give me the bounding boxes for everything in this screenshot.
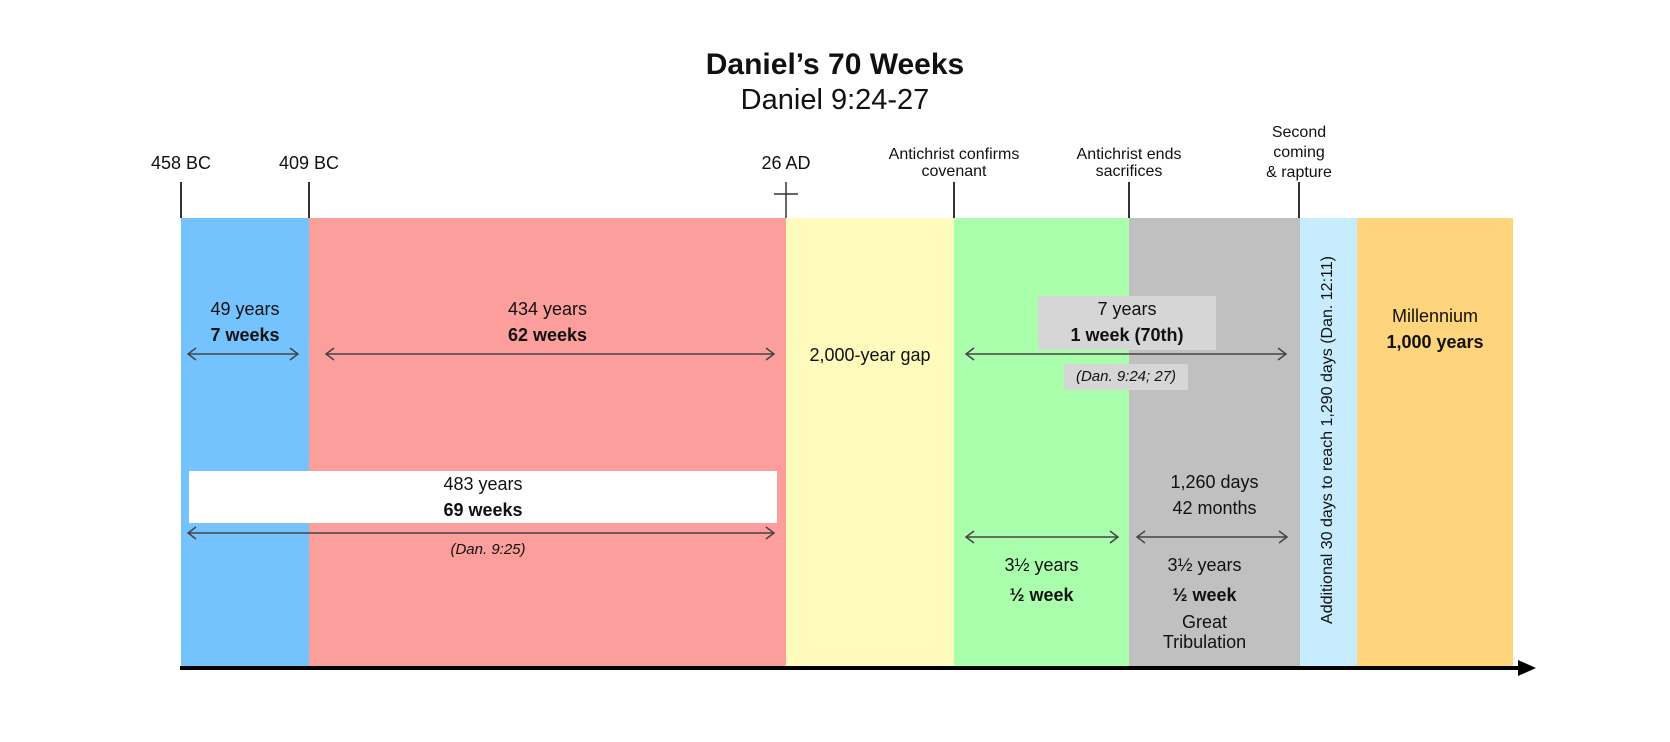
sixty-nine-weeks-label: 483 years 69 weeks [189, 471, 777, 523]
millennium-label: Millennium 1,000 years [1357, 303, 1513, 355]
band-millennium [1357, 218, 1513, 666]
sixty-two-weeks-arrow [323, 346, 777, 362]
cross-icon [771, 180, 801, 225]
seventieth-week-ref: (Dan. 9:24; 27) [1064, 364, 1188, 390]
tribulation-months: 42 months [1172, 498, 1257, 518]
marker-antichrist-confirms-covenant: Antichrist confirms covenant [864, 146, 1044, 180]
seventieth-week-arrow [963, 346, 1289, 362]
additional-days-label: Additional 30 days to reach 1,290 days (… [1319, 256, 1336, 624]
marker-antichrist-confirms-line2: covenant [921, 163, 987, 180]
marker-antichrist-ends-line2: sacrifices [1095, 163, 1163, 180]
band-gap [786, 218, 954, 666]
sixty-nine-weeks-weeks: 69 weeks [443, 500, 523, 520]
marker-antichrist-ends-sacrifices: Antichrist ends sacrifices [1044, 146, 1214, 180]
second-half-week-weeks: ½ week [1172, 585, 1237, 605]
sixty-two-weeks-weeks: 62 weeks [507, 325, 588, 345]
marker-409-bc: 409 BC [278, 153, 340, 173]
band-first-half-week [954, 218, 1129, 666]
tick-409-bc [308, 182, 310, 218]
great-tribulation-line1: Great [1181, 612, 1228, 632]
tick-antichrist-ends [1128, 182, 1130, 218]
sixty-two-weeks-years: 434 years [507, 299, 588, 319]
seven-weeks-years: 49 years [210, 299, 280, 319]
marker-26-ad: 26 AD [761, 153, 811, 173]
seven-weeks-arrow [185, 346, 301, 362]
timeline-axis [180, 660, 1540, 685]
second-half-week-years: 3½ years [1167, 555, 1242, 575]
seven-weeks-weeks: 7 weeks [210, 325, 280, 345]
marker-antichrist-ends-line1: Antichrist ends [1076, 146, 1182, 163]
diagram-subtitle: Daniel 9:24-27 [740, 84, 930, 116]
first-half-week-label: 3½ years ½ week [954, 550, 1129, 610]
marker-second-coming: Second coming & rapture [1239, 123, 1359, 183]
sixty-nine-weeks-arrow [185, 525, 777, 541]
first-half-week-arrow [963, 529, 1121, 545]
band-seven-weeks [181, 218, 309, 666]
tribulation-days-label: 1,260 days 42 months [1129, 469, 1300, 521]
sixty-nine-weeks-ref: (Dan. 9:25) [450, 541, 526, 558]
sixty-two-weeks-label: 434 years 62 weeks [309, 296, 786, 348]
tribulation-days: 1,260 days [1170, 472, 1259, 492]
gap-label: 2,000-year gap [809, 345, 931, 365]
great-tribulation-line2: Tribulation [1162, 632, 1247, 652]
great-tribulation-label: Great Tribulation [1119, 612, 1290, 652]
first-half-week-years: 3½ years [1004, 555, 1079, 575]
marker-second-coming-line2: coming [1273, 144, 1325, 161]
second-half-week-arrow [1134, 529, 1290, 545]
seventieth-week-years: 7 years [1097, 299, 1157, 319]
sixty-nine-weeks-years: 483 years [443, 474, 523, 494]
millennium-name: Millennium [1391, 306, 1479, 326]
seventieth-week-label: 7 years 1 week (70th) [1038, 296, 1216, 350]
band-sixty-two-weeks [309, 218, 786, 666]
diagram-title: Daniel’s 70 Weeks [705, 48, 965, 81]
millennium-years: 1,000 years [1386, 332, 1484, 352]
marker-antichrist-confirms-line1: Antichrist confirms [888, 146, 1020, 163]
first-half-week-weeks: ½ week [1009, 585, 1074, 605]
seventieth-week-weeks: 1 week (70th) [1070, 325, 1184, 345]
marker-second-coming-line1: Second [1271, 124, 1327, 141]
tick-second-coming [1298, 182, 1300, 218]
second-half-week-label: 3½ years ½ week [1119, 550, 1290, 610]
seven-weeks-label: 49 years 7 weeks [181, 296, 309, 348]
tick-antichrist-confirms [953, 182, 955, 218]
band-additional-days [1300, 218, 1357, 666]
marker-second-coming-line3: & rapture [1266, 164, 1332, 181]
tick-458-bc [180, 182, 182, 218]
band-great-tribulation [1129, 218, 1300, 666]
marker-458-bc: 458 BC [150, 153, 212, 173]
